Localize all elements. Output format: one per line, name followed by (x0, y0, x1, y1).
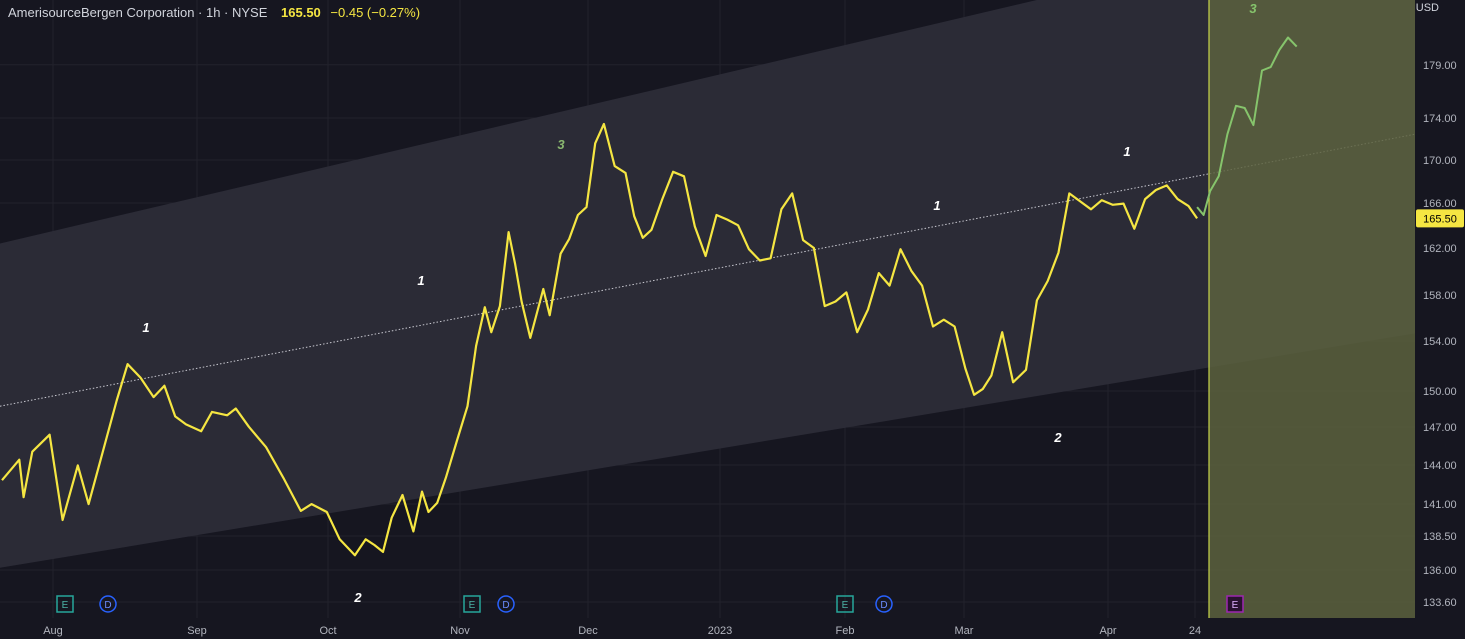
earnings-marker[interactable] (836, 595, 854, 613)
event-marker-label: D (104, 600, 111, 611)
y-tick-label: 166.00 (1423, 198, 1457, 210)
currency-label: USD (1415, 2, 1439, 14)
wave-label: 2 (1053, 430, 1062, 445)
y-tick-label: 158.00 (1423, 290, 1457, 302)
wave-label: 1 (933, 198, 940, 213)
last-price-tag-label: 165.50 (1423, 213, 1457, 225)
last-price-tag (1416, 209, 1464, 228)
y-tick-label: 133.60 (1423, 597, 1457, 609)
event-marker-label: E (842, 600, 849, 611)
wave-label: 1 (142, 320, 149, 335)
x-tick-label: Nov (450, 625, 470, 637)
earnings-marker[interactable] (463, 595, 481, 613)
wave-label: 1 (1123, 144, 1130, 159)
dividend-marker[interactable] (99, 595, 117, 613)
wave-label: 2 (353, 590, 362, 605)
dividend-marker[interactable] (875, 595, 893, 613)
earnings-marker[interactable] (56, 595, 74, 613)
y-tick-label: 179.00 (1423, 60, 1457, 72)
earnings-marker[interactable] (1226, 595, 1244, 613)
price-change: −0.45 (−0.27%) (330, 5, 421, 20)
regression-channel (0, 0, 1415, 568)
x-tick-label: Feb (836, 625, 855, 637)
projection-zone (1209, 0, 1415, 618)
event-marker-label: D (502, 600, 509, 611)
event-marker-label: E (1232, 600, 1239, 611)
x-tick-label: Sep (187, 625, 207, 637)
x-tick-label: Oct (319, 625, 336, 637)
last-price: 165.50 (281, 5, 321, 20)
y-tick-label: 162.00 (1423, 243, 1457, 255)
y-tick-label: 141.00 (1423, 499, 1457, 511)
wave-label: 3 (1249, 1, 1257, 16)
y-tick-label: 136.00 (1423, 565, 1457, 577)
chart-header: AmerisourceBergen Corporation · 1h · NYS… (8, 5, 420, 20)
x-tick-label: Dec (578, 625, 598, 637)
price-series-line (1, 122, 1199, 557)
x-tick-label: Aug (43, 625, 63, 637)
y-tick-label: 150.00 (1423, 386, 1457, 398)
price-axis-background (1415, 0, 1465, 639)
wave-label: 1 (417, 273, 424, 288)
x-tick-label: 2023 (708, 625, 732, 637)
x-tick-label: Apr (1099, 625, 1116, 637)
wave-label: 3 (557, 137, 565, 152)
dividend-marker[interactable] (497, 595, 515, 613)
event-marker-label: E (469, 600, 476, 611)
channel-median-line (0, 133, 1416, 407)
x-tick-label: Mar (955, 625, 974, 637)
time-axis-background (0, 618, 1465, 639)
y-tick-label: 144.00 (1423, 460, 1457, 472)
x-tick-label: 24 (1189, 625, 1201, 637)
y-tick-label: 138.50 (1423, 531, 1457, 543)
y-tick-label: 147.00 (1423, 422, 1457, 434)
y-tick-label: 154.00 (1423, 336, 1457, 348)
symbol-title: AmerisourceBergen Corporation · 1h · NYS… (8, 5, 268, 20)
projection-series-line (1196, 36, 1298, 216)
y-tick-label: 174.00 (1423, 113, 1457, 125)
y-tick-label: 170.00 (1423, 155, 1457, 167)
event-marker-label: E (62, 600, 69, 611)
event-marker-label: D (880, 600, 887, 611)
